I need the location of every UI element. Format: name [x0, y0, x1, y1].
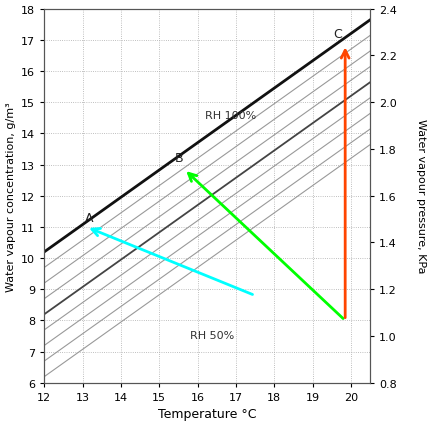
Y-axis label: Water vapour concentration, g/m³: Water vapour concentration, g/m³: [6, 101, 16, 291]
Y-axis label: Water vapour pressure, KPa: Water vapour pressure, KPa: [416, 119, 426, 273]
Text: RH 50%: RH 50%: [190, 330, 234, 340]
X-axis label: Temperature °C: Temperature °C: [158, 408, 257, 420]
Text: RH 100%: RH 100%: [205, 110, 257, 120]
Text: C: C: [334, 28, 343, 40]
Text: B: B: [175, 152, 183, 165]
Text: A: A: [85, 211, 93, 224]
